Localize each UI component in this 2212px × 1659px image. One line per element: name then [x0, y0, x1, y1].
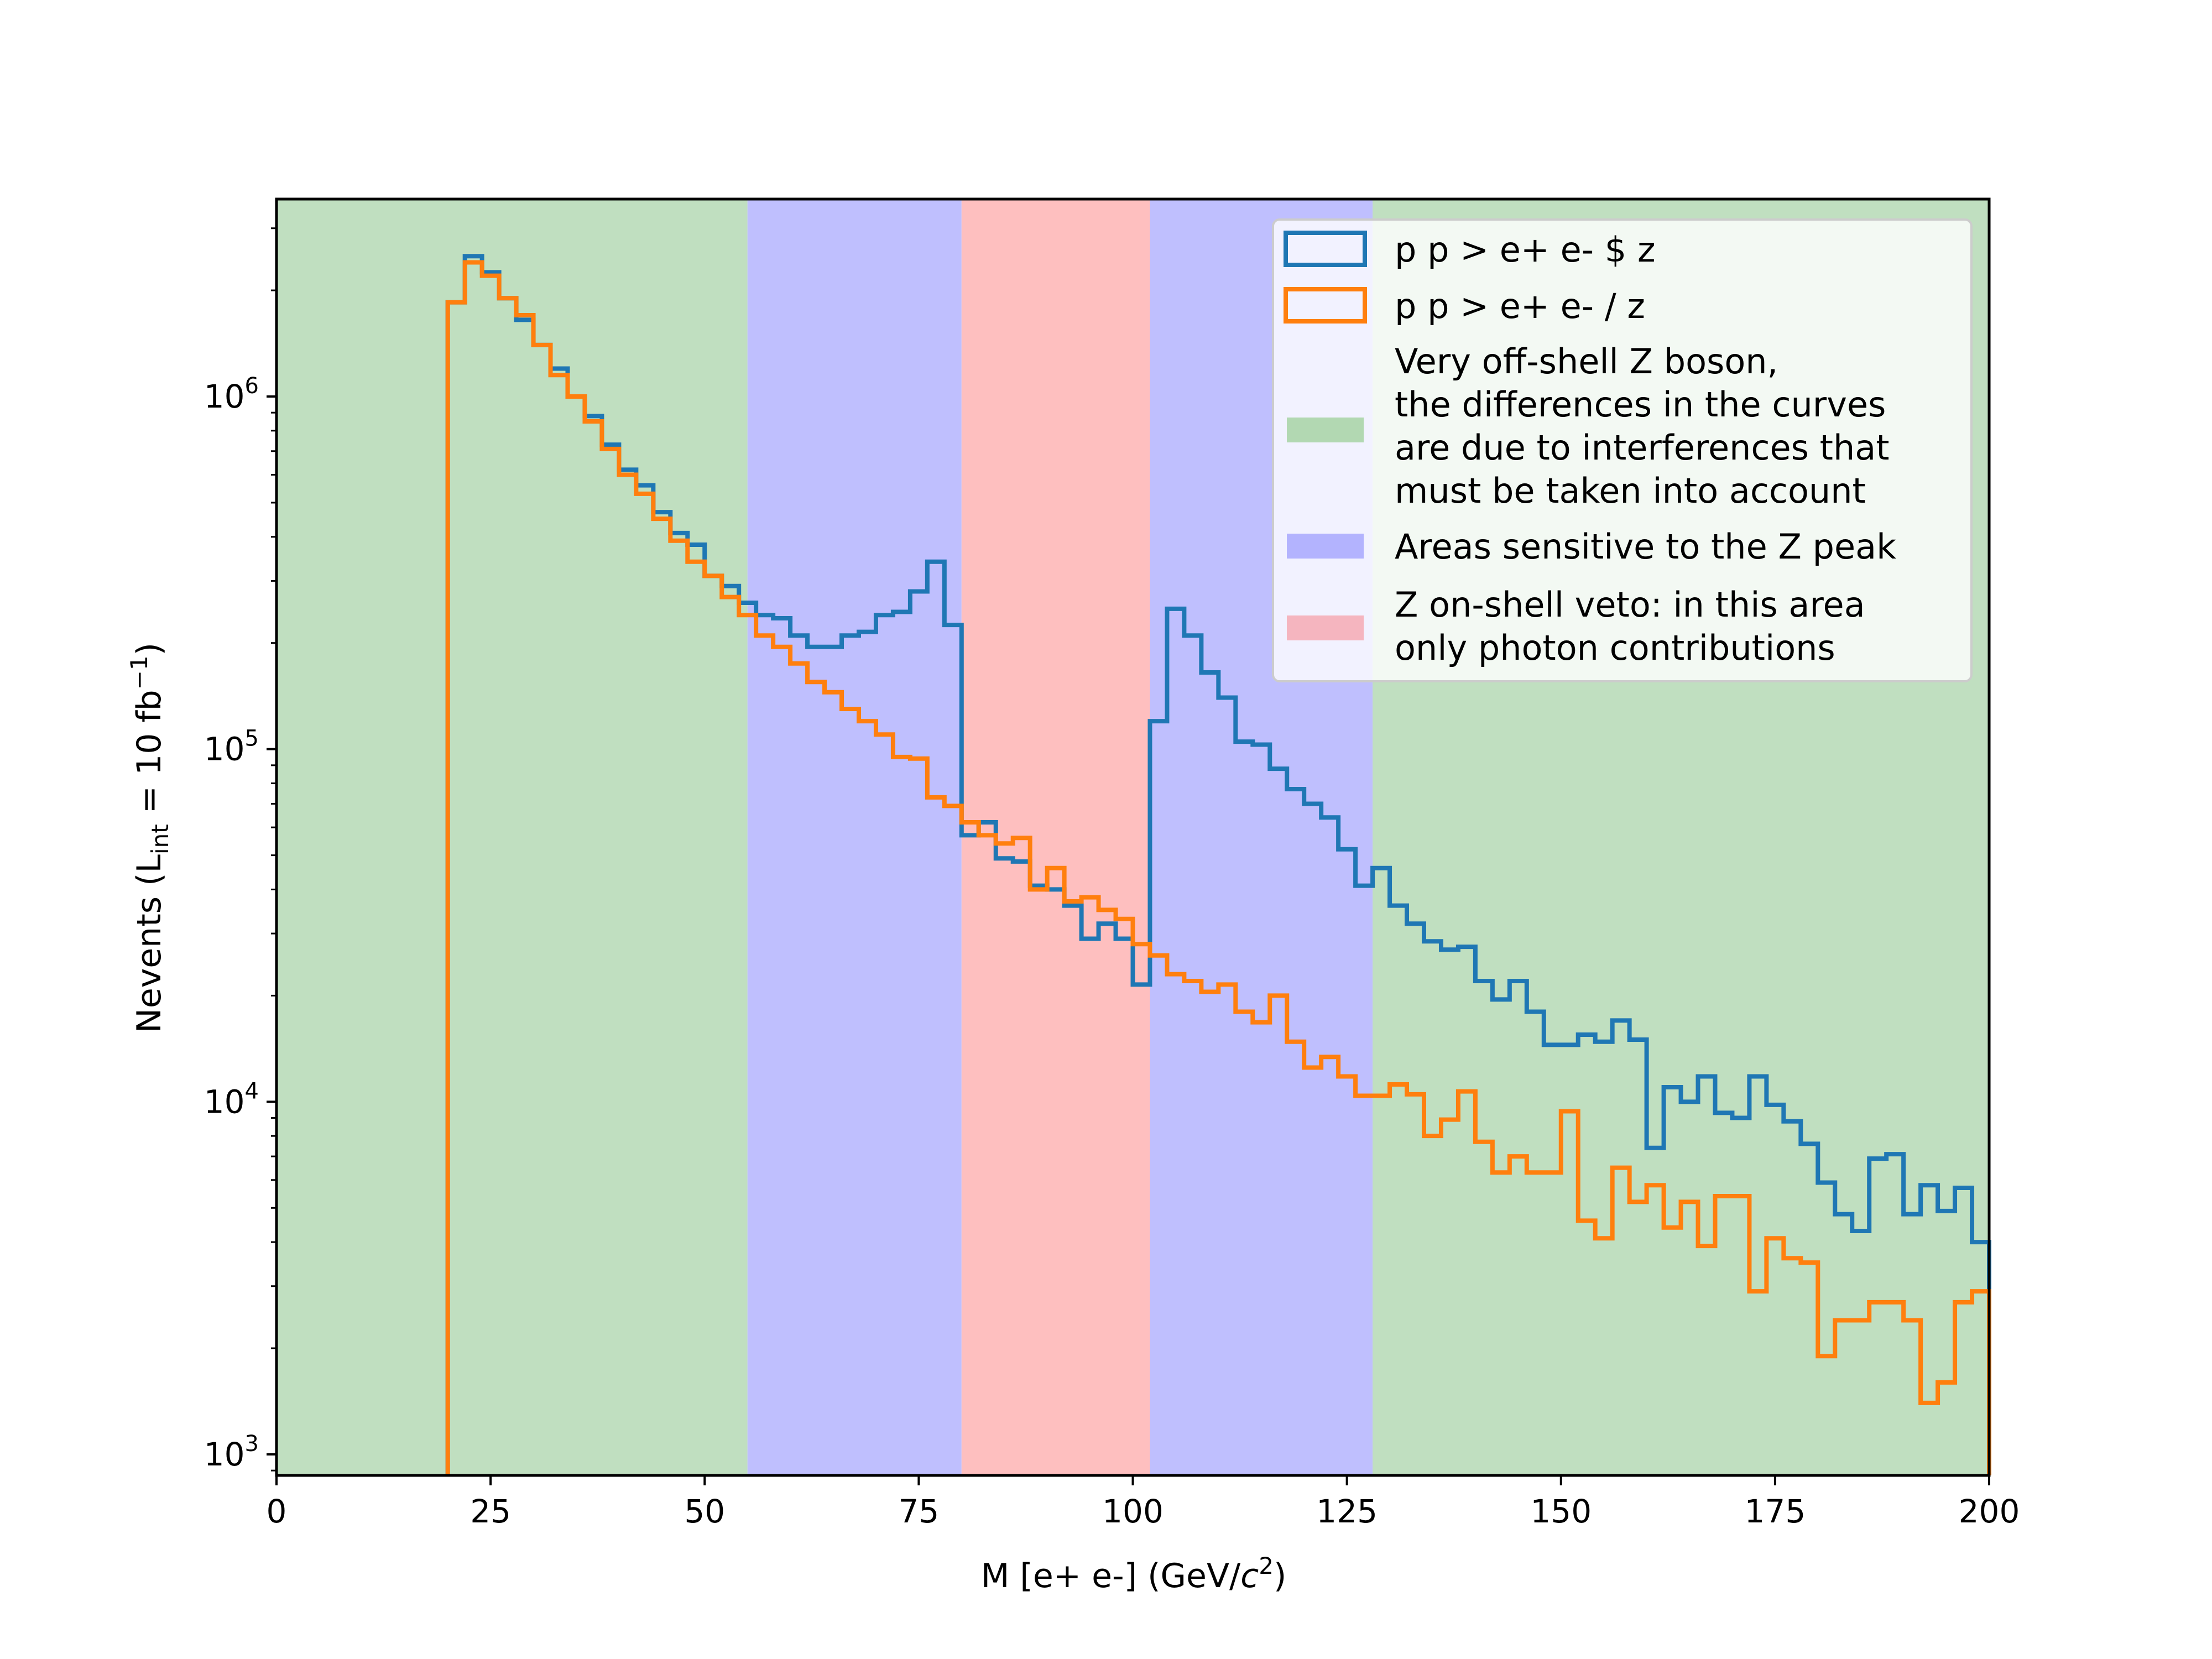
x-tick-label: 200	[1959, 1493, 2020, 1530]
x-tick-label: 150	[1530, 1493, 1592, 1530]
legend-swatch-blue	[1284, 231, 1367, 267]
shaded-region-1	[747, 199, 962, 1475]
legend: p p > e+ e- $ z p p > e+ e- / z Very off…	[1272, 218, 1973, 682]
series-line-1	[445, 260, 1991, 1475]
x-tick-label: 0	[267, 1493, 287, 1530]
x-axis-title: M [e+ e-] (GeV/c2)	[981, 1552, 1287, 1595]
legend-swatch-green	[1287, 418, 1364, 442]
legend-label-red: Z on-shell veto: in this area only photo…	[1395, 585, 1876, 668]
x-axis: 0 25 50 75 100 125 150 175 200	[267, 1475, 2020, 1530]
legend-box	[1272, 218, 1973, 682]
x-tick-label: 25	[470, 1493, 511, 1530]
shaded-region-0	[276, 199, 748, 1475]
legend-swatch-blue-region	[1287, 534, 1364, 559]
x-tick-label: 175	[1745, 1493, 1806, 1530]
x-tick-label: 125	[1316, 1493, 1378, 1530]
y-tick-label: 106	[204, 373, 259, 415]
x-tick-label: 75	[898, 1493, 939, 1530]
legend-swatch-orange	[1284, 287, 1367, 324]
legend-swatch-red	[1287, 615, 1364, 640]
y-tick-label: 103	[204, 1431, 259, 1473]
y-tick-label: 104	[204, 1078, 259, 1120]
y-axis-title: Nevents (Lint = 10 fb−1)	[126, 643, 174, 1033]
legend-label-blue-region: Areas sensitive to the Z peak	[1395, 526, 1896, 567]
x-tick-label: 100	[1102, 1493, 1164, 1530]
histogram-series	[445, 254, 1991, 1475]
x-tick-label: 50	[684, 1493, 725, 1530]
legend-label-blue: p p > e+ e- $ z	[1395, 229, 1656, 270]
series-line-0	[445, 254, 1991, 1475]
y-tick-label: 105	[204, 726, 259, 768]
legend-label-green: Very off-shell Z boson, the differences …	[1395, 341, 1900, 511]
y-axis: 103 104 105 106	[204, 227, 276, 1473]
legend-label-orange: p p > e+ e- / z	[1395, 286, 1645, 326]
